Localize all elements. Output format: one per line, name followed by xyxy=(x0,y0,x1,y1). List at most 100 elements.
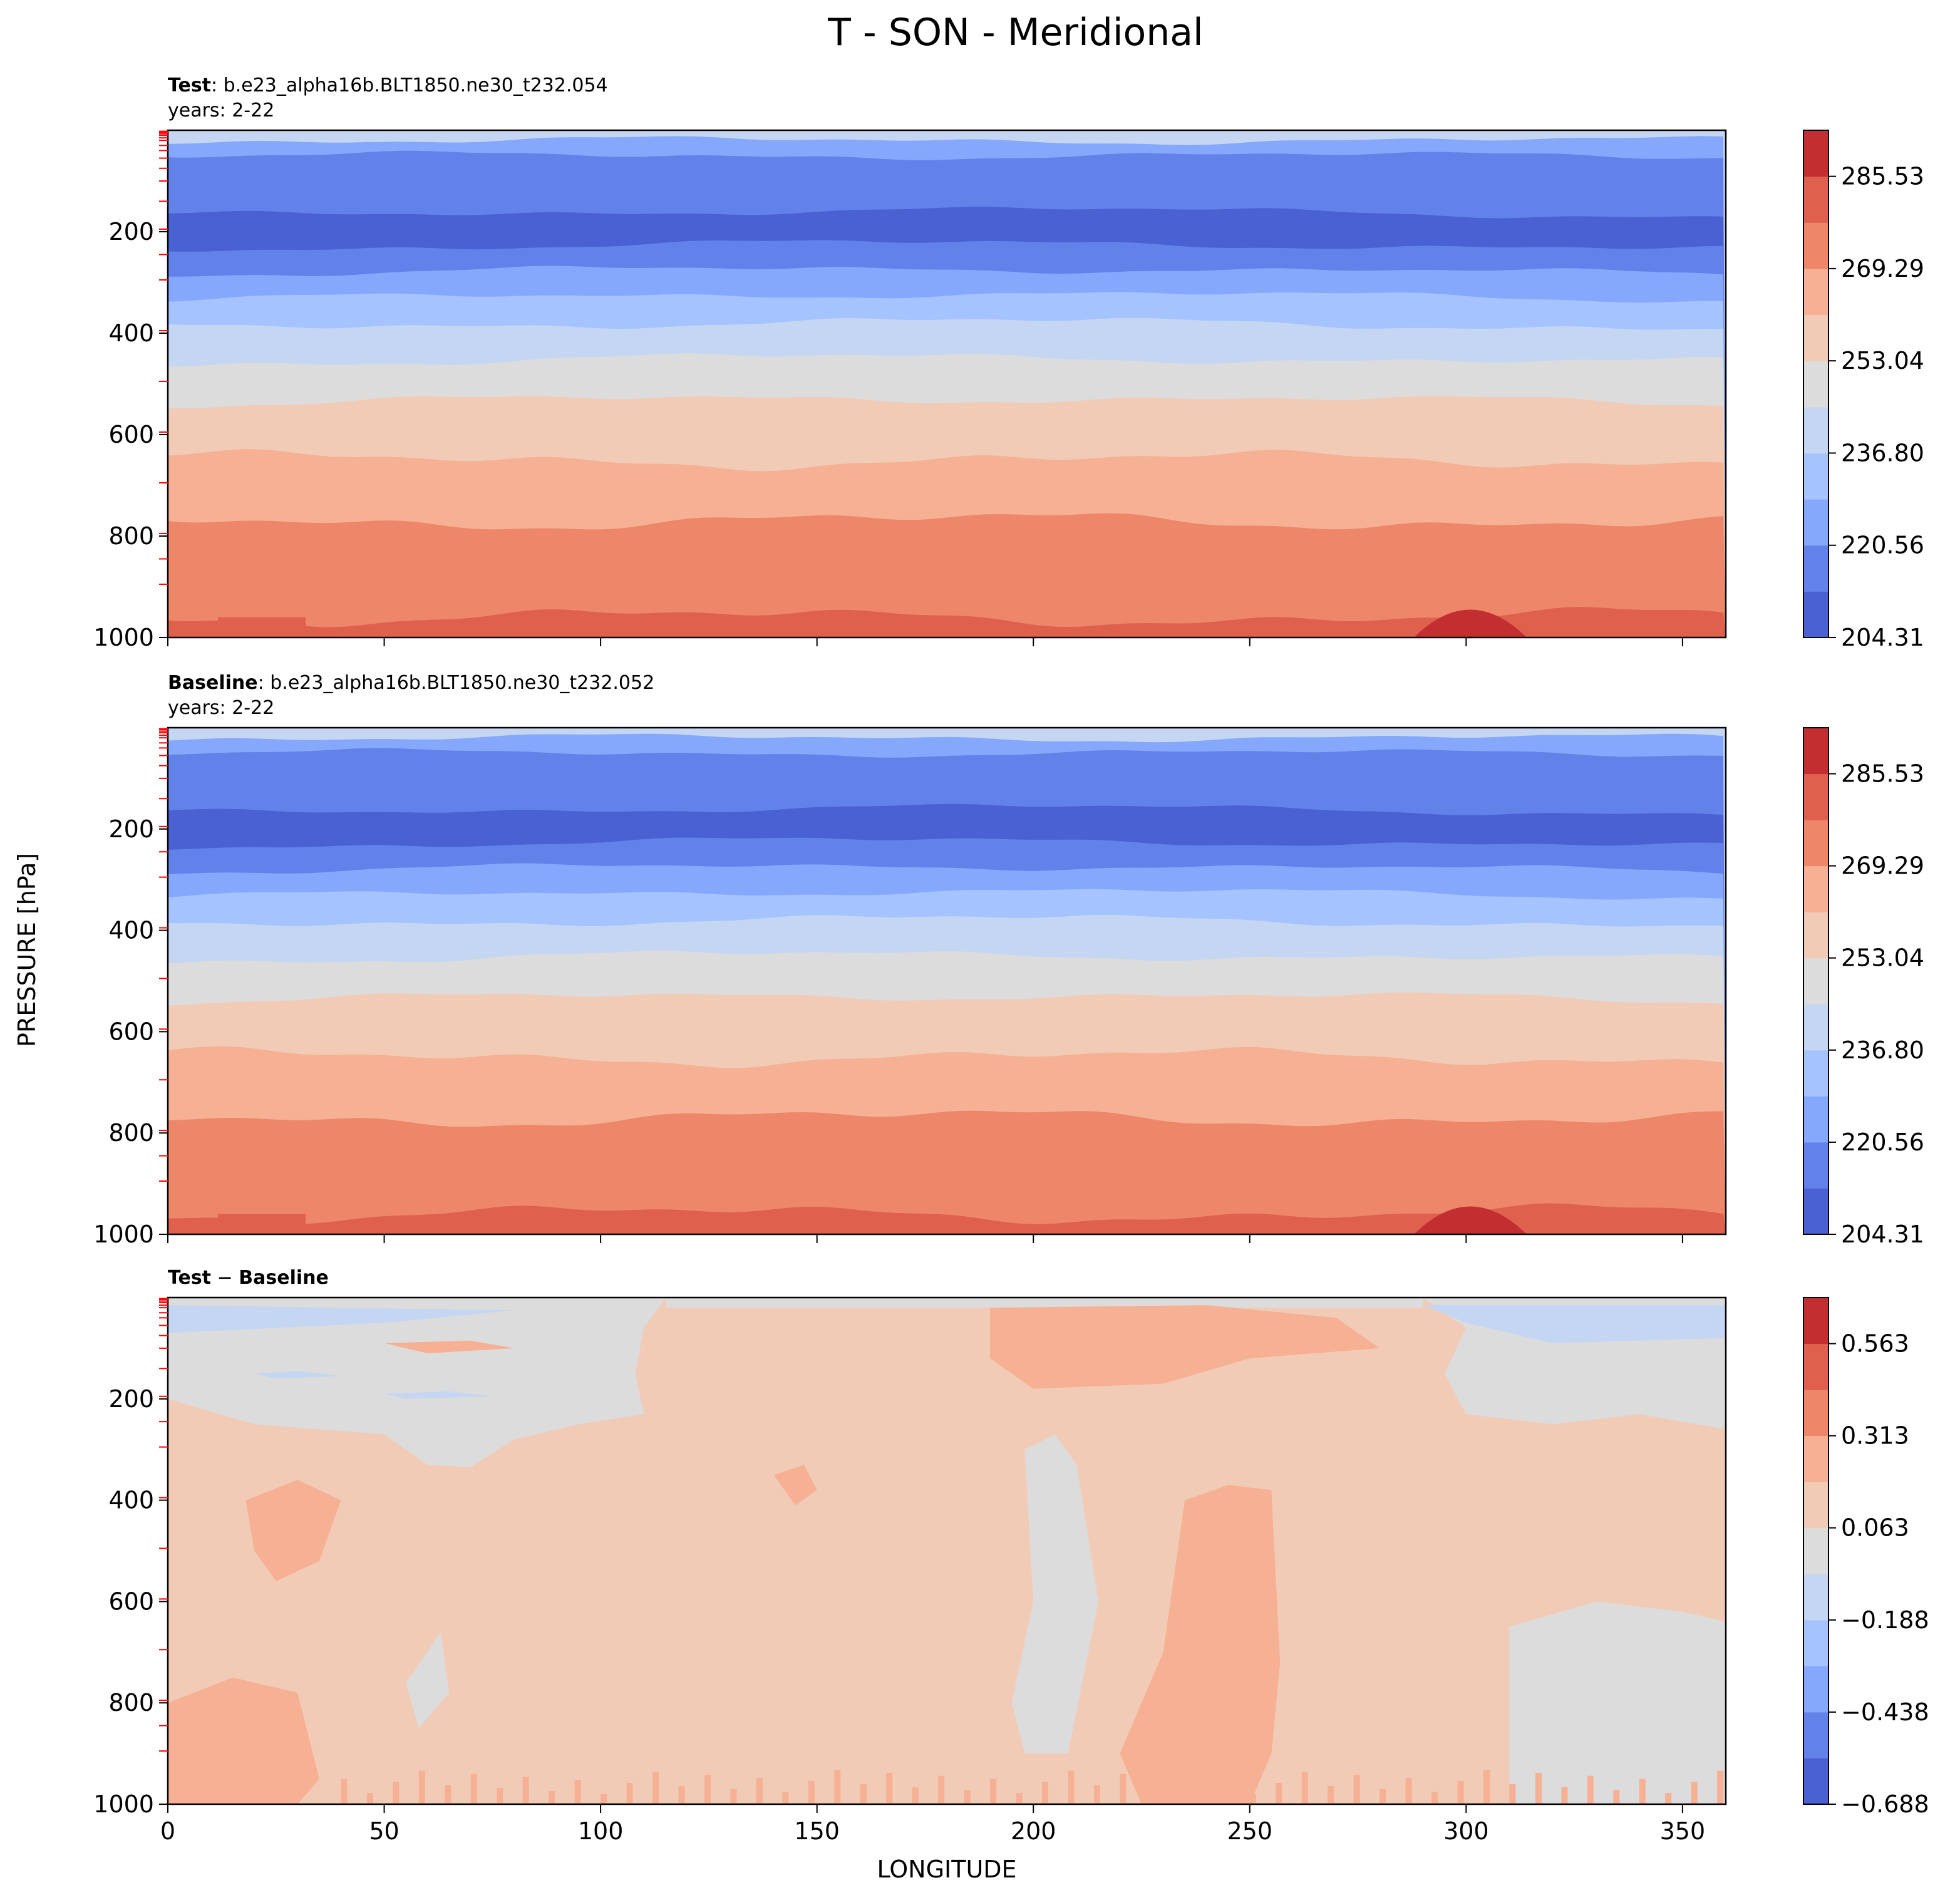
axes-frame xyxy=(167,129,1727,639)
colorbar-segment xyxy=(1803,1574,1828,1621)
colorbar-tick-label: 204.31 xyxy=(1841,1221,1924,1248)
surface-speckle xyxy=(1587,1775,1594,1804)
surface-speckle xyxy=(1016,1793,1023,1804)
y-tick-label: 800 xyxy=(108,1119,154,1147)
surface-speckle xyxy=(1717,1770,1724,1804)
panel-title-bold2: Baseline xyxy=(239,1267,329,1289)
colorbar-segment xyxy=(1803,1096,1828,1143)
band-negative-top-right xyxy=(1423,1305,1726,1343)
x-tick-label: 50 xyxy=(369,1817,399,1845)
y-tick-label: 400 xyxy=(108,917,154,944)
colorbar-segment xyxy=(1803,865,1828,912)
y-tick-label: 800 xyxy=(108,522,154,550)
y-tick-label: 800 xyxy=(108,1689,154,1717)
colorbar-tick-label: 285.53 xyxy=(1841,760,1924,788)
y-tick-label: 200 xyxy=(108,815,154,843)
band-near-zero-upper-left xyxy=(168,1298,666,1467)
colorbar-tick-label: 0.313 xyxy=(1841,1422,1909,1450)
colorbar-segment xyxy=(1803,453,1828,500)
band-negative-blob-2 xyxy=(384,1391,493,1399)
surface-speckle xyxy=(1145,1788,1152,1804)
band-positive-patch-upper xyxy=(990,1305,1380,1389)
terrain-gap-band xyxy=(218,617,306,638)
colorbar-tick-label: −0.438 xyxy=(1841,1698,1929,1726)
surface-speckle xyxy=(1172,1777,1179,1804)
surface-speckle xyxy=(1276,1783,1282,1804)
colorbar-tick-label: 236.80 xyxy=(1841,1036,1924,1064)
band-level-9 xyxy=(168,607,1726,638)
shared-x-axis-label: LONGITUDE xyxy=(877,1856,1016,1883)
y-tick-label: 1000 xyxy=(93,1221,154,1248)
surface-speckle xyxy=(990,1779,997,1804)
surface-speckle xyxy=(860,1784,867,1804)
x-tick-label: 200 xyxy=(1011,1817,1056,1845)
panel-title: Test − Baseline xyxy=(168,1267,329,1289)
surface-speckle xyxy=(808,1780,815,1804)
colorbar-tick-label: 253.04 xyxy=(1841,944,1924,972)
y-tick-label: 600 xyxy=(108,421,154,448)
band-near-zero-top xyxy=(665,1298,1423,1308)
band-positive-patch-a xyxy=(384,1340,514,1353)
band-positive-patch-left xyxy=(245,1480,341,1581)
band-positive-patch-lowleft xyxy=(168,1677,319,1804)
colorbar-segment xyxy=(1803,176,1828,223)
surface-speckle xyxy=(626,1783,633,1804)
y-tick-label: 600 xyxy=(108,1588,154,1615)
surface-speckle xyxy=(1561,1787,1568,1804)
colorbar-segment xyxy=(1803,1712,1828,1758)
surface-speckle xyxy=(652,1772,659,1804)
surface-speckle xyxy=(1483,1770,1490,1804)
colorbar-segment xyxy=(1803,773,1828,820)
x-tick-label: 0 xyxy=(160,1817,175,1845)
colorbar-tick-label: 220.56 xyxy=(1841,1128,1924,1156)
surface-speckle xyxy=(1301,1772,1308,1804)
panel-title-rest: : b.e23_alpha16b.BLT1850.ne30_t232.052 xyxy=(258,672,655,694)
colorbar-segment xyxy=(1803,222,1828,269)
contour-bands xyxy=(168,1298,1726,1804)
band-level-9 xyxy=(168,1203,1726,1234)
panel-test: 200 400 600 800 1000 204.31 220.56 236.80 253.04… xyxy=(93,75,1924,651)
colorbar-tick-label: 236.80 xyxy=(1841,439,1924,467)
y-tick-label: 400 xyxy=(108,1487,154,1514)
surface-speckle xyxy=(1353,1775,1360,1804)
colorbar-tick-label: 269.29 xyxy=(1841,852,1924,880)
band-positive-column-250 xyxy=(1120,1485,1281,1804)
surface-speckle xyxy=(497,1788,503,1804)
band-level-8 xyxy=(168,1110,1726,1234)
band-negative-top-left xyxy=(168,1305,514,1333)
surface-speckle xyxy=(1431,1792,1438,1804)
surface-speckle xyxy=(782,1792,789,1804)
colorbar-segment xyxy=(1803,820,1828,867)
surface-speckle xyxy=(1665,1793,1672,1804)
colorbar-frame xyxy=(1803,130,1829,638)
panel-baseline: 200 400 600 800 1000 204.31 220.56 236.80 253.04… xyxy=(93,672,1924,1248)
colorbar-segment xyxy=(1803,130,1828,177)
x-tick-label: 100 xyxy=(578,1817,624,1845)
y-tick-label: 1000 xyxy=(93,1790,154,1818)
colorbar-tick-label: 0.063 xyxy=(1841,1514,1909,1542)
surface-speckle xyxy=(549,1791,555,1804)
colorbar-segment xyxy=(1803,958,1828,1004)
surface-speckle xyxy=(1120,1774,1127,1804)
surface-speckle xyxy=(1042,1782,1048,1804)
colorbar-segment xyxy=(1803,1050,1828,1097)
colorbar-segment xyxy=(1803,1142,1828,1189)
band-level-8 xyxy=(168,513,1726,638)
y-tick-label: 1000 xyxy=(93,624,154,651)
colorbar-frame xyxy=(1803,1297,1829,1805)
surface-speckle xyxy=(1509,1784,1516,1804)
colorbar-tick-label: 220.56 xyxy=(1841,532,1924,559)
y-tick-label: 600 xyxy=(108,1018,154,1045)
surface-speckle xyxy=(341,1779,348,1804)
surface-speckle xyxy=(1224,1780,1230,1804)
colorbar-segment xyxy=(1803,1482,1828,1529)
colorbar-segment xyxy=(1803,1298,1828,1345)
surface-speckle xyxy=(704,1775,711,1804)
surface-speckle xyxy=(756,1777,763,1804)
surface-speckle xyxy=(1405,1777,1412,1804)
surface-speckle xyxy=(522,1777,529,1804)
surface-speckle xyxy=(1380,1789,1386,1804)
panel-subtitle: years: 2-22 xyxy=(168,697,274,719)
